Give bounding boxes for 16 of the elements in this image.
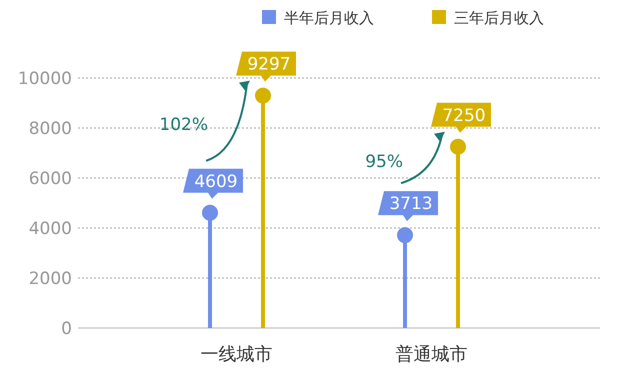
- legend-label: 半年后月收入: [284, 9, 374, 27]
- y-tick-label: 6000: [28, 169, 72, 189]
- data-label: 7250: [442, 106, 486, 126]
- x-tick-label: 一线城市: [200, 344, 272, 365]
- data-label: 4609: [194, 172, 238, 192]
- x-tick-label: 普通城市: [396, 344, 468, 365]
- data-label: 3713: [389, 194, 433, 214]
- legend-label: 三年后月收入: [454, 9, 544, 27]
- y-tick-label: 4000: [28, 219, 72, 239]
- y-tick-label: 2000: [28, 269, 72, 289]
- annotation: 95%: [365, 152, 403, 172]
- y-tick-label: 10000: [18, 69, 72, 89]
- y-tick-label: 0: [61, 319, 72, 339]
- y-tick-label: 8000: [28, 119, 72, 139]
- data-label: 9297: [247, 54, 291, 75]
- annotation: 102%: [159, 115, 208, 136]
